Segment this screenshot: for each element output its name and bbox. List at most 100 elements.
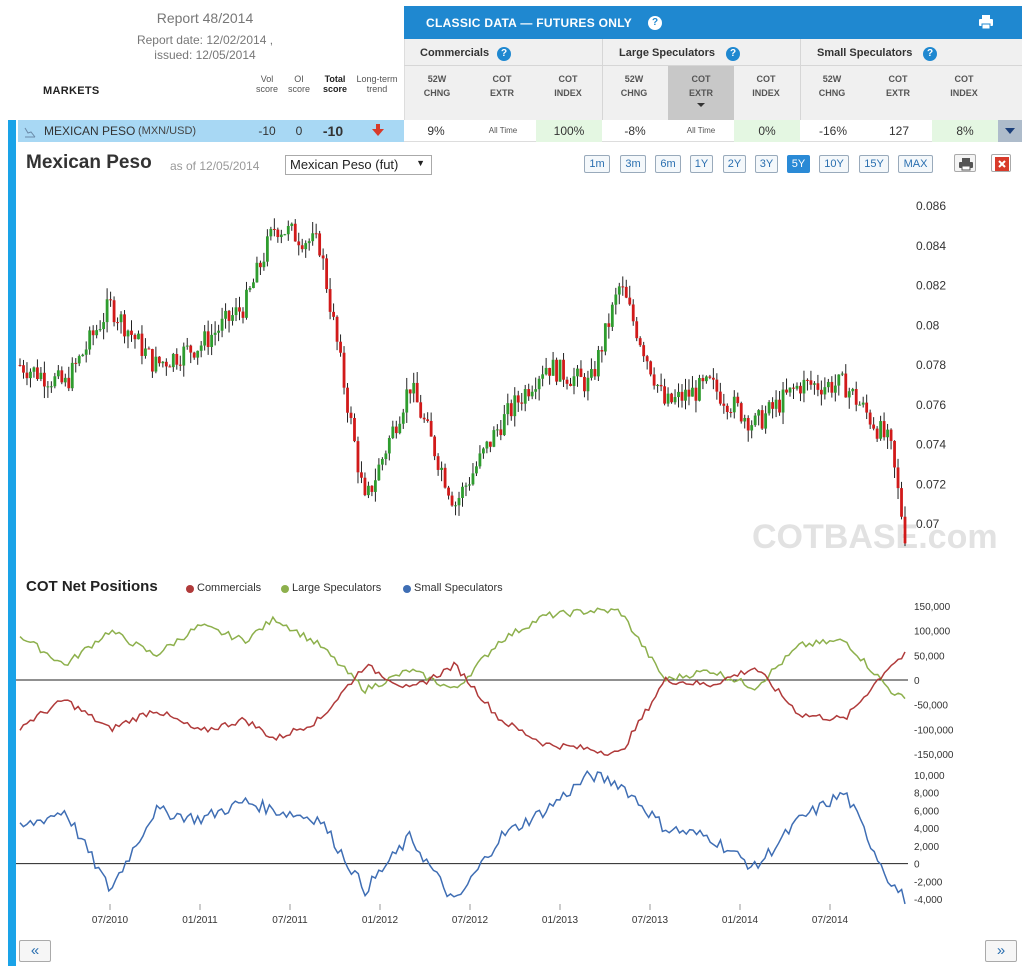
candle-body	[642, 345, 646, 357]
col-header-52w-chng[interactable]: 52W CHNG	[604, 72, 664, 100]
candle-body	[231, 315, 234, 321]
help-icon[interactable]: ?	[726, 47, 740, 61]
printer-icon[interactable]	[978, 14, 994, 30]
chart-as-of-date: as of 12/05/2014	[170, 159, 260, 173]
range-10y-button[interactable]: 10Y	[819, 155, 849, 173]
small-tick-label: -4,000	[914, 895, 943, 906]
comm-cot-index: 100%	[536, 120, 602, 142]
range-5y-button[interactable]: 5Y	[787, 155, 810, 173]
range-6m-button[interactable]: 6m	[655, 155, 681, 173]
candle-body	[516, 395, 520, 403]
col-header-line1: COT	[558, 74, 578, 84]
col-header-52w-chng[interactable]: 52W CHNG	[407, 72, 467, 100]
next-button[interactable]: »	[985, 940, 1017, 962]
commercials-line	[19, 651, 906, 756]
help-icon[interactable]: ?	[923, 47, 937, 61]
candle-body	[373, 480, 377, 492]
range-1y-button[interactable]: 1Y	[690, 155, 713, 173]
price-tick-label: 0.084	[916, 239, 946, 253]
range-2y-button[interactable]: 2Y	[723, 155, 746, 173]
x-tick-label: 01/2011	[182, 915, 218, 926]
legend-small-speculators[interactable]: Small Speculators	[414, 582, 503, 594]
market-name[interactable]: MEXICAN PESO	[44, 124, 136, 138]
candle-body	[433, 436, 437, 457]
help-icon[interactable]: ?	[648, 16, 662, 30]
candle-body	[353, 417, 356, 442]
candle-body	[314, 233, 318, 235]
candle-body	[60, 370, 64, 383]
total-score-value: -10	[322, 123, 344, 139]
candle-body	[210, 334, 214, 347]
net-tick-label: -50,000	[914, 701, 948, 712]
range-15y-button[interactable]: 15Y	[859, 155, 889, 173]
col-header-cot-index[interactable]: COT INDEX	[538, 72, 598, 100]
candle-body	[182, 346, 186, 366]
candle-body	[833, 385, 837, 393]
col-header-cot-index[interactable]: COT INDEX	[934, 72, 994, 100]
candle-body	[534, 389, 538, 392]
candle-body	[711, 377, 715, 380]
selected-market-indicator	[8, 120, 16, 966]
candle-body	[304, 243, 308, 250]
range-max-button[interactable]: MAX	[898, 155, 933, 173]
candle-body	[806, 379, 809, 381]
print-chart-button[interactable]	[954, 154, 976, 172]
candle-body	[576, 368, 579, 377]
candle-body	[645, 356, 649, 362]
close-chart-button[interactable]	[991, 154, 1011, 172]
small-tick-label: 2,000	[914, 842, 939, 853]
col-header-cot-extr-sorted[interactable]: COT EXTR	[671, 72, 731, 100]
candle-body	[718, 391, 722, 404]
candle-body	[412, 382, 416, 394]
col-header-line1: COT	[888, 74, 908, 84]
net-tick-label: 100,000	[914, 627, 951, 638]
candle-body	[332, 311, 335, 317]
range-3y-button[interactable]: 3Y	[755, 155, 778, 173]
candle-body	[590, 369, 593, 378]
net-tick-label: 150,000	[914, 602, 951, 613]
range-1m-button[interactable]: 1m	[584, 155, 610, 173]
candle-body	[227, 310, 231, 321]
candle-body	[419, 402, 423, 418]
col-header-52w-chng[interactable]: 52W CHNG	[802, 72, 862, 100]
candle-body	[286, 225, 290, 235]
candle-body	[663, 386, 666, 404]
col-header-line1: 52W	[822, 74, 842, 84]
expand-row-button[interactable]	[998, 120, 1022, 142]
candle-body	[851, 389, 855, 392]
candle-body	[112, 300, 116, 323]
candle-body	[436, 456, 440, 470]
candle-body	[572, 376, 576, 386]
help-icon[interactable]: ?	[497, 47, 511, 61]
long-term-trend-header: Long-term trend	[352, 74, 402, 94]
candle-body	[492, 430, 496, 447]
col-header-line2: EXTR	[688, 88, 713, 98]
candle-body	[656, 384, 660, 386]
candle-body	[447, 487, 450, 496]
legend-large-speculators[interactable]: Large Speculators	[292, 582, 382, 594]
col-header-cot-index[interactable]: COT INDEX	[736, 72, 796, 100]
x-tick-label: 07/2010	[92, 915, 129, 926]
candle-body	[42, 372, 46, 387]
watermark-text: COTBASE.com	[752, 518, 998, 556]
col-header-cot-extr[interactable]: COT EXTR	[868, 72, 928, 100]
col-header-cot-extr[interactable]: COT EXTR	[472, 72, 532, 100]
net-tick-label: -150,000	[914, 750, 954, 761]
prev-button[interactable]: «	[19, 940, 51, 962]
price-tick-label: 0.078	[916, 358, 946, 372]
market-row[interactable]	[18, 120, 404, 142]
range-3m-button[interactable]: 3m	[620, 155, 646, 173]
market-select[interactable]: Mexican Peso (fut) ▼	[285, 155, 432, 175]
candle-body	[248, 288, 252, 290]
candle-body	[610, 304, 614, 327]
markets-header: MARKETS	[43, 85, 100, 97]
trend-header-line1: Long-term	[356, 74, 398, 84]
candle-body	[823, 387, 827, 395]
candle-body	[109, 299, 112, 301]
candle-body	[527, 389, 531, 397]
candle-body	[262, 261, 266, 268]
legend-commercials[interactable]: Commercials	[197, 582, 262, 594]
candle-body	[206, 331, 210, 347]
candle-body	[36, 367, 39, 380]
candle-body	[464, 485, 468, 487]
